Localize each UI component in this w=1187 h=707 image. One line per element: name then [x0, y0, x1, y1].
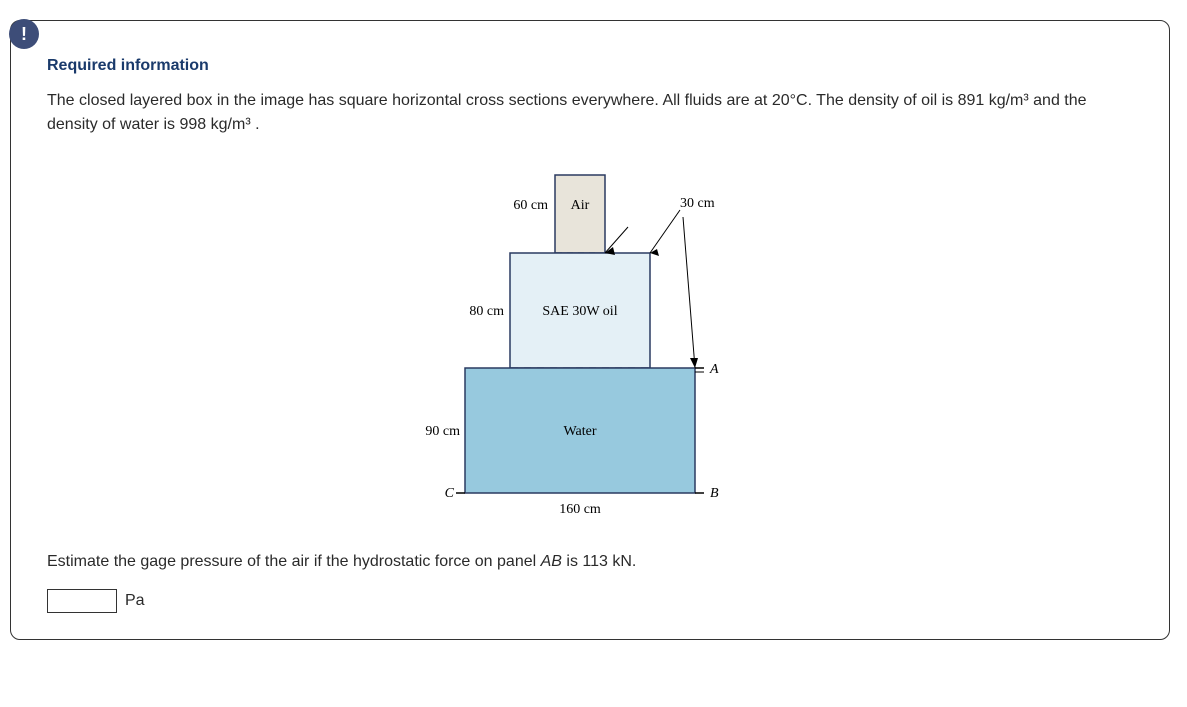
- oil-dim-label: 80 cm: [469, 304, 504, 319]
- bottom-dim-label: 160 cm: [559, 502, 601, 517]
- question-text: Estimate the gage pressure of the air if…: [47, 553, 1133, 571]
- question-panel: ! Required information The closed layere…: [10, 20, 1170, 640]
- water-label: Water: [563, 424, 596, 439]
- leader-30cm-inner: [605, 227, 628, 253]
- water-dim-label: 90 cm: [425, 424, 460, 439]
- layered-box-diagram: 60 cm Air 30 cm 80 cm SAE 30W oil 90 cm …: [410, 165, 770, 525]
- question-prefix: Estimate the gage pressure of the air if…: [47, 553, 541, 570]
- point-C-label: C: [445, 486, 455, 501]
- point-A-label: A: [709, 362, 719, 377]
- info-badge-char: !: [21, 24, 27, 45]
- leader-to-A: [683, 217, 695, 368]
- required-heading: Required information: [47, 57, 1133, 75]
- diagram-container: 60 cm Air 30 cm 80 cm SAE 30W oil 90 cm …: [47, 165, 1133, 525]
- unit-label: Pa: [125, 592, 145, 610]
- oil-width-label: 30 cm: [680, 196, 715, 211]
- air-dim-label: 60 cm: [513, 198, 548, 213]
- answer-row: Pa: [47, 589, 1133, 613]
- question-suffix: is 113 kN.: [562, 553, 636, 570]
- leader-30cm: [650, 210, 680, 253]
- leader-to-A-arrow: [690, 358, 698, 368]
- oil-label: SAE 30W oil: [542, 304, 617, 319]
- info-badge-icon: !: [9, 19, 39, 49]
- problem-statement: The closed layered box in the image has …: [47, 89, 1133, 137]
- leader-30cm-arrow: [650, 249, 659, 256]
- air-box: [555, 175, 605, 253]
- question-panel-name: AB: [541, 553, 562, 570]
- point-B-label: B: [710, 486, 719, 501]
- air-label: Air: [571, 198, 590, 213]
- answer-input[interactable]: [47, 589, 117, 613]
